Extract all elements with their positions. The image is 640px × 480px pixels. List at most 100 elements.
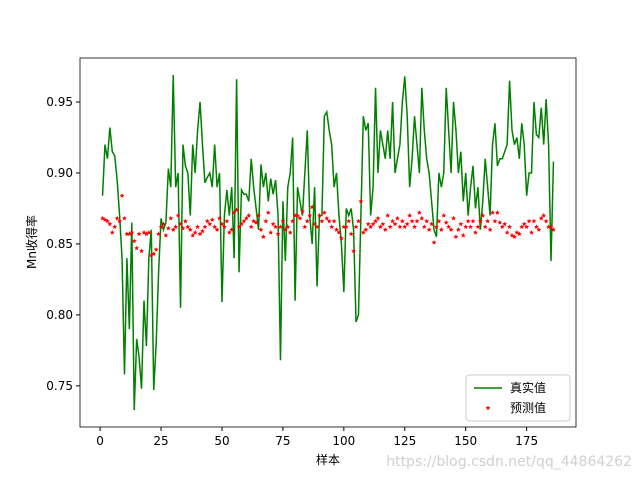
y-tick-label: 0.80 [46, 308, 73, 322]
point [409, 218, 415, 224]
x-tick-label: 25 [153, 434, 168, 448]
point [336, 229, 342, 235]
point [268, 229, 274, 235]
point [399, 218, 405, 224]
point [334, 227, 339, 232]
point [319, 218, 325, 224]
point [326, 218, 332, 224]
point [265, 210, 271, 215]
point [451, 215, 456, 221]
point [112, 224, 118, 229]
point [416, 210, 422, 215]
point [168, 215, 174, 221]
point [343, 224, 349, 229]
point [443, 220, 449, 225]
point [385, 212, 391, 218]
line [101, 75, 555, 410]
point [507, 224, 513, 229]
point [392, 221, 398, 227]
point [226, 229, 232, 235]
point [524, 224, 530, 229]
point [380, 221, 386, 227]
point [480, 212, 486, 218]
point [163, 232, 169, 238]
point [324, 215, 330, 221]
point [117, 218, 123, 224]
point [419, 215, 425, 221]
point [307, 212, 313, 218]
x-tick-label: 75 [275, 434, 290, 448]
point [275, 231, 281, 237]
watermark: https://blog.csdn.net/qq_44864262 [386, 454, 632, 470]
point [119, 193, 125, 198]
point [377, 224, 383, 229]
x-tick-label: 0 [96, 434, 104, 448]
point [253, 220, 259, 225]
point [260, 234, 266, 239]
point [241, 218, 247, 224]
point [297, 215, 303, 221]
point [482, 224, 488, 229]
point [502, 221, 508, 227]
point [529, 229, 534, 235]
point [458, 221, 464, 227]
point [207, 221, 213, 227]
point [485, 218, 491, 224]
point [104, 218, 110, 224]
point [209, 217, 215, 222]
point [236, 224, 242, 229]
x-tick-label: 100 [332, 434, 355, 448]
point [304, 218, 310, 224]
point [402, 224, 408, 229]
point [270, 221, 276, 227]
point [202, 224, 208, 229]
point [538, 215, 544, 221]
point [107, 221, 113, 227]
point [511, 234, 517, 239]
point [548, 224, 554, 229]
point [239, 221, 244, 227]
point [414, 218, 420, 224]
point [299, 208, 305, 214]
point [438, 227, 444, 232]
point [136, 231, 142, 237]
point [214, 227, 220, 232]
point [231, 210, 237, 215]
point [224, 218, 230, 224]
point [526, 218, 532, 224]
point [363, 227, 369, 232]
y-axis-label: Mn收得率 [24, 215, 39, 269]
point [373, 218, 378, 224]
point [407, 212, 413, 218]
point [394, 215, 400, 221]
point [148, 252, 154, 258]
point [158, 224, 164, 229]
point [346, 218, 352, 224]
point [492, 218, 498, 224]
point [197, 231, 203, 237]
point [468, 224, 474, 229]
point [287, 229, 293, 235]
point [365, 221, 371, 227]
point [494, 210, 500, 215]
point [472, 229, 478, 235]
plot-frame [79, 57, 577, 428]
point [421, 224, 427, 229]
point [126, 231, 132, 237]
point [470, 218, 476, 224]
point [441, 212, 447, 218]
point [173, 224, 179, 229]
point [161, 221, 166, 227]
point [190, 232, 196, 238]
point [550, 227, 556, 232]
point [387, 224, 393, 229]
point [258, 227, 264, 232]
point [531, 218, 537, 224]
point [263, 218, 269, 224]
point [543, 218, 549, 224]
point [285, 224, 291, 229]
point [370, 221, 376, 227]
point [212, 224, 218, 229]
point [175, 212, 181, 218]
